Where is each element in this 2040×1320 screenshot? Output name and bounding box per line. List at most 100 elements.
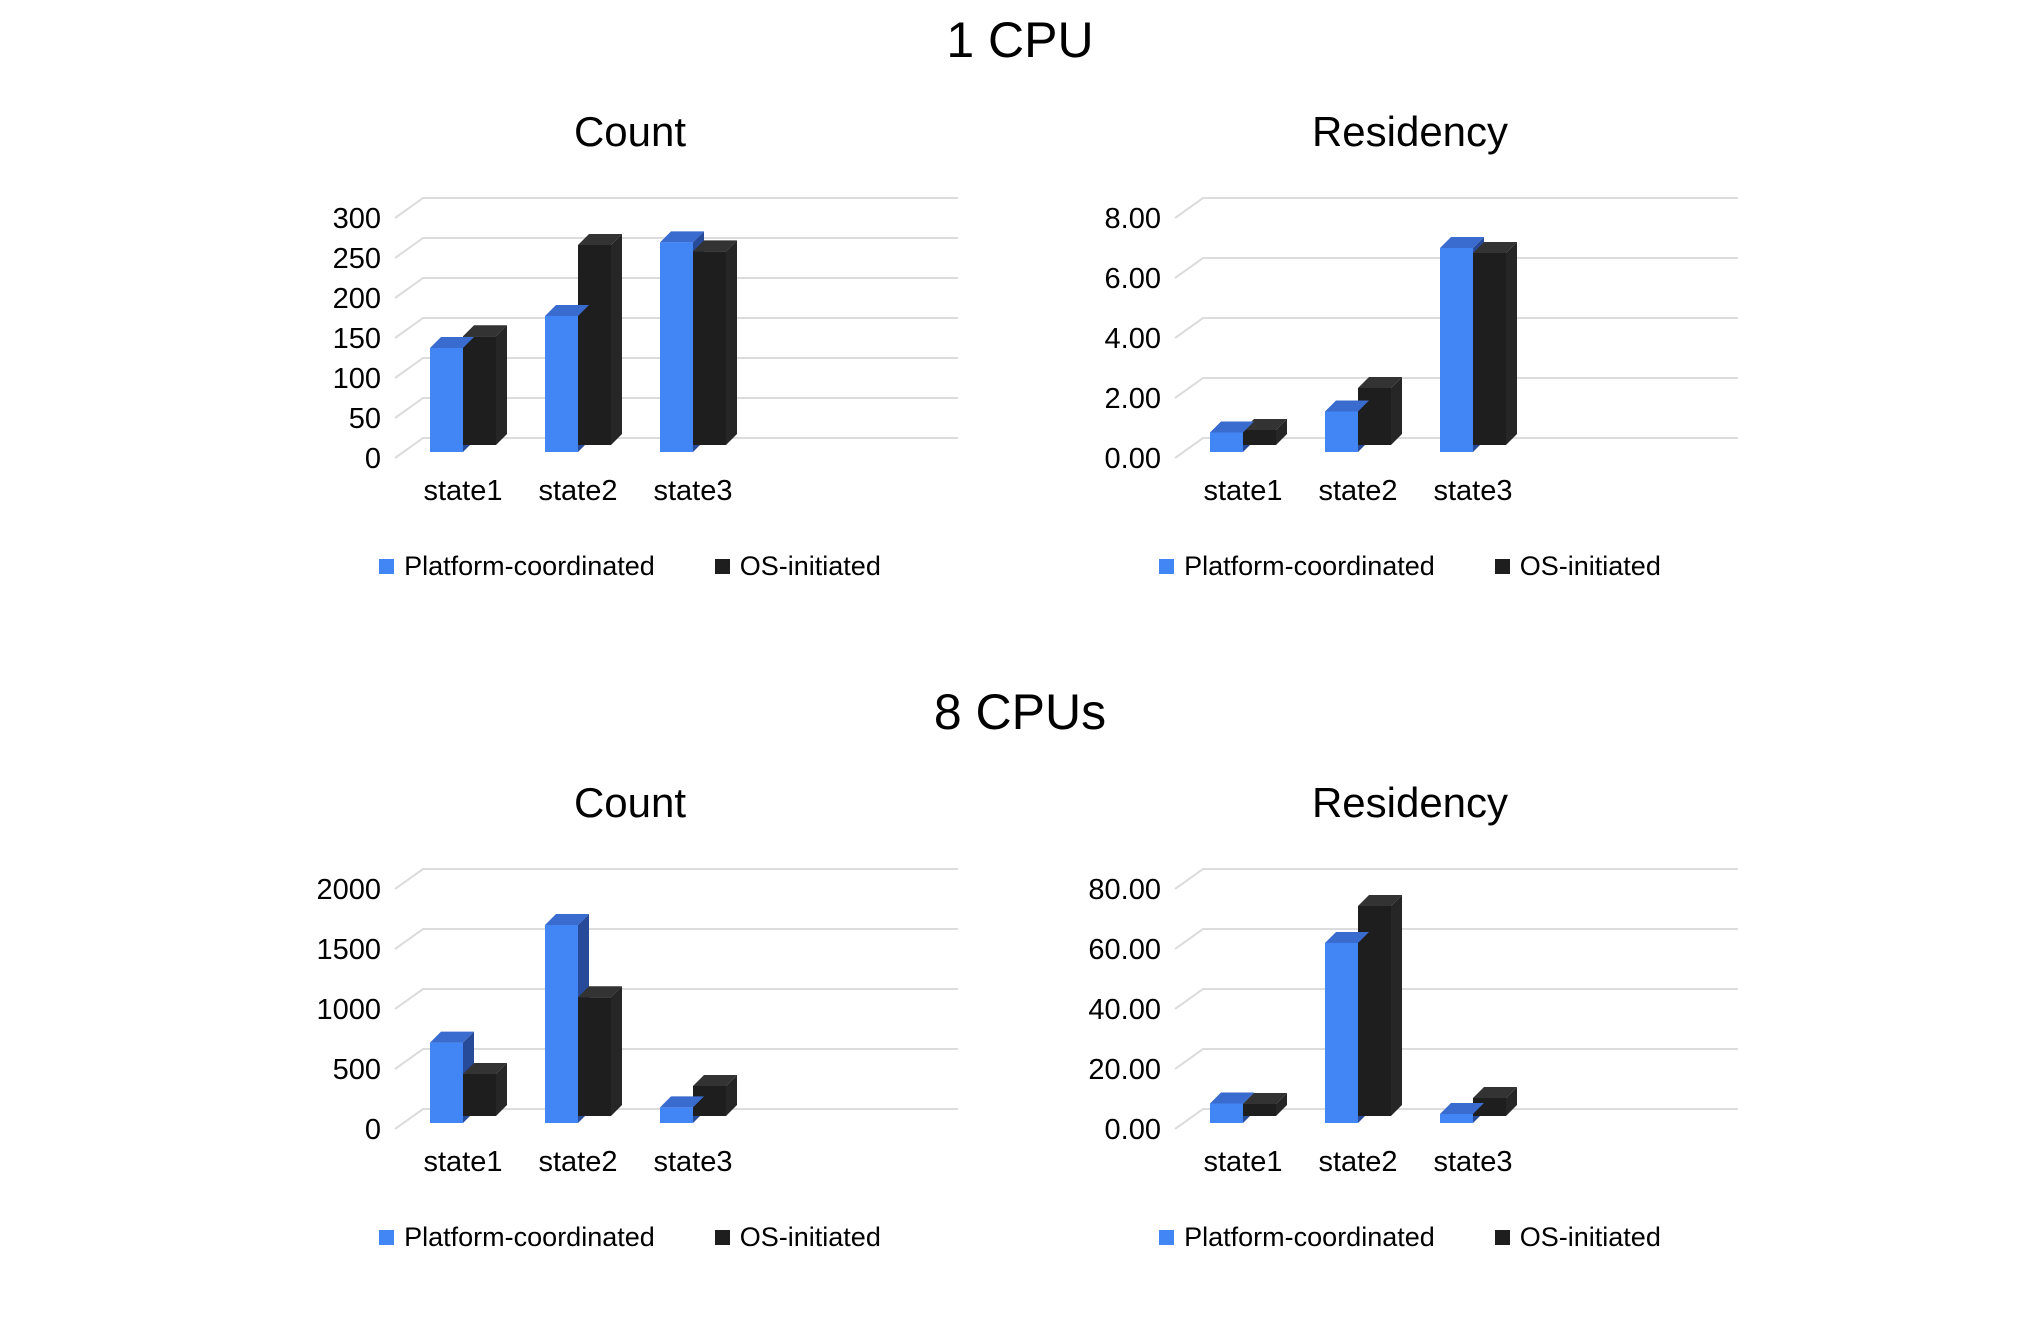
gridline — [394, 1048, 958, 1071]
y-axis-tick-label: 20.00 — [1088, 1054, 1161, 1086]
bar-top-os-initiated-state1 — [463, 324, 507, 336]
bar-platform-coordinated-state3 — [660, 1107, 693, 1124]
gridline — [394, 276, 958, 299]
bar-platform-coordinated-state2 — [1325, 411, 1358, 452]
bar-top-os-initiated-state3 — [693, 1075, 737, 1087]
gridline — [394, 236, 958, 259]
y-axis-tick-label: 8.00 — [1105, 203, 1161, 235]
legend-label: OS-initiated — [1519, 1222, 1661, 1253]
x-axis-category-label: state1 — [424, 1146, 503, 1178]
section-title-1cpu: 1 CPU — [946, 12, 1094, 68]
bar-side-os-initiated-state1 — [496, 1063, 507, 1117]
chart-1cpu-count: 0 50 100 150 200 250 300 state1 state2 state3 — [333, 196, 958, 507]
bar-top-platform-coordinated-state1 — [1210, 421, 1254, 433]
bar-os-initiated-state1 — [1243, 429, 1276, 445]
y-axis-tick-label: 0.00 — [1105, 443, 1161, 475]
bar-os-initiated-state2 — [578, 997, 611, 1117]
bar-top-platform-coordinated-state3 — [1440, 236, 1484, 248]
gridline — [394, 868, 958, 891]
chart-legend: Platform-coordinated OS-initiated — [1060, 1222, 1760, 1253]
gridline — [394, 196, 958, 219]
section-title-8cpus: 8 CPUs — [933, 683, 1107, 740]
bar-platform-coordinated-state3 — [660, 242, 693, 452]
legend-swatch-platform-coordinated — [1159, 1230, 1175, 1246]
y-axis-tick-label: 0 — [365, 1114, 381, 1146]
x-axis-category-label: state2 — [1319, 1146, 1398, 1178]
chart-title: Residency — [1311, 779, 1509, 827]
bar-top-platform-coordinated-state2 — [545, 914, 589, 926]
bar-top-os-initiated-state2 — [1358, 376, 1402, 388]
y-axis-tick-label: 200 — [333, 283, 381, 315]
chart-title: Residency — [1311, 107, 1509, 155]
gridline — [1174, 196, 1738, 219]
bar-platform-coordinated-state2 — [545, 315, 578, 452]
bar-os-initiated-state1 — [463, 335, 496, 445]
legend-label: Platform-coordinated — [404, 1222, 655, 1253]
y-axis-tick-label: 0.00 — [1105, 1114, 1161, 1146]
legend-entry-platform-coordinated: Platform-coordinated — [1159, 551, 1435, 582]
bar-platform-coordinated-state1 — [430, 1042, 463, 1124]
bar-top-platform-coordinated-state1 — [430, 336, 474, 348]
y-axis-tick-label: 1000 — [316, 994, 381, 1026]
x-axis-category-label: state2 — [1319, 475, 1398, 507]
bar-platform-coordinated-state2 — [545, 925, 578, 1124]
gridline — [394, 316, 958, 339]
gridline — [394, 1108, 958, 1131]
chart-legend: Platform-coordinated OS-initiated — [280, 551, 980, 582]
chart-row-8cpus: Count 0 500 1000 1500 2000 state1 state2 state3… — [0, 738, 2040, 1253]
legend-label: OS-initiated — [1519, 550, 1661, 581]
legend-entry-platform-coordinated: Platform-coordinated — [1159, 1222, 1435, 1253]
bar-platform-coordinated-state3 — [1440, 1114, 1473, 1124]
bar-top-os-initiated-state3 — [1473, 241, 1517, 253]
bar-side-os-initiated-state3 — [1506, 1087, 1517, 1117]
bar-platform-coordinated-state1 — [1210, 1103, 1243, 1124]
bar-side-os-initiated-state2 — [611, 986, 622, 1117]
gridline — [1174, 928, 1738, 951]
chart-panel-8cpus-residency: Residency 0.00 20.00 40.00 60.00 80.00 state1… — [1060, 738, 1760, 1253]
x-axis-category-label: state2 — [539, 475, 618, 507]
legend-label: Platform-coordinated — [1184, 1222, 1435, 1253]
bar-os-initiated-state3 — [1473, 252, 1506, 445]
bar-top-platform-coordinated-state2 — [1325, 932, 1369, 944]
bar-top-os-initiated-state3 — [1473, 1087, 1517, 1099]
x-axis-category-label: state3 — [654, 475, 733, 507]
bar-top-platform-coordinated-state3 — [1440, 1103, 1484, 1115]
bar-platform-coordinated-state1 — [1210, 432, 1243, 452]
gridline — [394, 396, 958, 419]
gridline — [1174, 376, 1738, 399]
gridline — [394, 988, 958, 1011]
bar-os-initiated-state2 — [578, 244, 611, 445]
y-axis-tick-label: 300 — [333, 203, 381, 235]
x-axis-category-label: state1 — [424, 475, 503, 507]
bar-platform-coordinated-state2 — [1325, 943, 1358, 1124]
bar-side-os-initiated-state1 — [496, 324, 507, 445]
chart-row-1cpu: Count 0 50 100 150 200 250 300 state1 state2 stat… — [0, 67, 2040, 582]
legend-entry-os-initiated: OS-initiated — [1494, 1222, 1661, 1253]
chart-8cpus-count: 0 500 1000 1500 2000 state1 state2 state3 — [316, 868, 958, 1178]
bar-side-os-initiated-state3 — [1506, 241, 1517, 445]
legend-swatch-os-initiated — [1494, 558, 1510, 574]
bar-side-os-initiated-state1 — [1276, 418, 1287, 445]
y-axis-tick-label: 1500 — [316, 934, 381, 966]
gridline — [1174, 988, 1738, 1011]
bar-os-initiated-state3 — [1473, 1098, 1506, 1117]
legend-swatch-os-initiated — [714, 1230, 730, 1246]
gridline — [1174, 316, 1738, 339]
bar-side-os-initiated-state2 — [1391, 895, 1402, 1117]
bar-top-os-initiated-state2 — [578, 986, 622, 998]
gridline — [1174, 436, 1738, 459]
legend-label: OS-initiated — [739, 1222, 881, 1253]
y-axis-tick-label: 4.00 — [1105, 323, 1161, 355]
chart-panel-1cpu-count: Count 0 50 100 150 200 250 300 state1 state2 stat… — [280, 67, 980, 582]
bar-side-os-initiated-state2 — [1391, 376, 1402, 445]
legend-swatch-os-initiated — [1494, 1230, 1510, 1246]
legend-label: OS-initiated — [739, 550, 881, 581]
bar-top-os-initiated-state1 — [1243, 418, 1287, 430]
bar-platform-coordinated-state1 — [430, 347, 463, 452]
bar-top-os-initiated-state1 — [463, 1063, 507, 1075]
y-axis-tick-label: 40.00 — [1088, 994, 1161, 1026]
legend-entry-platform-coordinated: Platform-coordinated — [379, 1222, 655, 1253]
bar-top-platform-coordinated-state1 — [1210, 1092, 1254, 1104]
legend-swatch-platform-coordinated — [379, 1230, 395, 1246]
